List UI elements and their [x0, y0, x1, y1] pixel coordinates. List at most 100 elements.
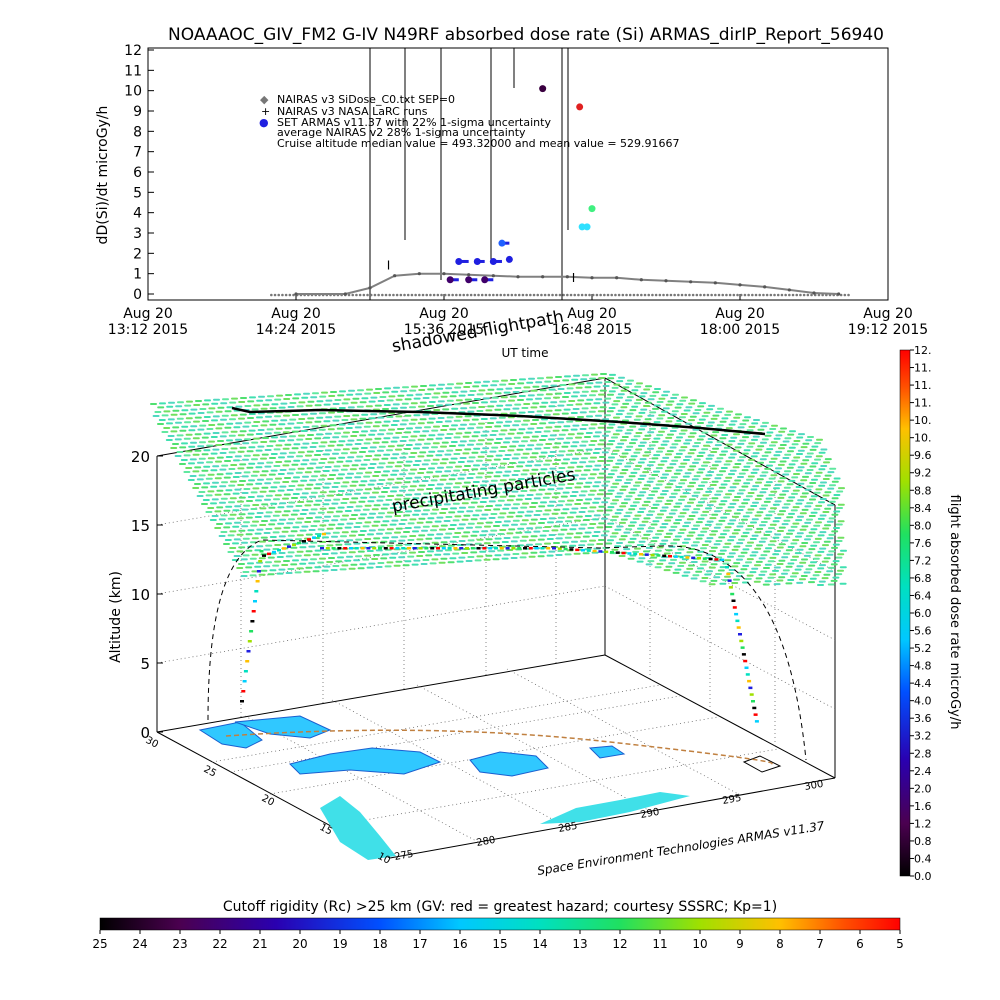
- particle-dash: [759, 507, 767, 510]
- particle-dash: [485, 521, 493, 524]
- particle-dash: [828, 500, 836, 503]
- particle-dash: [239, 430, 247, 433]
- particle-dash: [272, 564, 280, 567]
- particle-dash: [430, 479, 438, 482]
- particle-dash: [274, 398, 282, 401]
- particle-dash: [574, 503, 582, 505]
- particle-dash: [503, 441, 510, 444]
- particle-dash: [317, 511, 325, 514]
- particle-dash: [751, 438, 758, 441]
- particle-dash: [244, 421, 252, 424]
- particle-dash: [355, 522, 363, 524]
- particle-dash: [580, 490, 588, 493]
- nairas-v3-point: [467, 273, 471, 277]
- particle-dash: [730, 420, 738, 423]
- particle-dash: [268, 523, 276, 526]
- particle-dash: [264, 465, 272, 468]
- particle-dash: [833, 527, 840, 529]
- particle-dash: [670, 492, 678, 495]
- particle-dash: [733, 512, 741, 515]
- nairas-v3-point: [516, 275, 520, 279]
- particle-dash: [759, 524, 766, 527]
- nairas-baseline-point: [529, 293, 532, 297]
- particle-dash: [245, 549, 253, 552]
- particle-dash: [680, 462, 688, 465]
- particle-dash: [303, 570, 311, 573]
- particle-dash: [617, 393, 625, 396]
- particle-dash: [460, 390, 468, 393]
- particle-dash: [176, 417, 184, 420]
- particle-dash: [266, 478, 273, 481]
- track-point: [575, 548, 580, 552]
- particle-dash: [640, 392, 648, 395]
- particle-dash: [524, 514, 532, 517]
- particle-dash: [712, 447, 719, 450]
- particle-dash: [167, 418, 175, 421]
- particle-dash: [380, 507, 388, 510]
- particle-dash: [435, 437, 443, 440]
- particle-dash: [593, 514, 601, 517]
- particle-dash: [789, 430, 796, 433]
- particle-dash: [768, 494, 776, 497]
- particle-dash: [324, 466, 332, 468]
- particle-dash: [797, 499, 805, 502]
- particle-dash: [653, 470, 660, 473]
- particle-dash: [543, 463, 551, 466]
- nairas-baseline-point: [606, 293, 610, 297]
- longitude-tick-label: 285: [558, 821, 579, 835]
- particle-dash: [212, 415, 220, 418]
- particle-dash: [518, 428, 526, 431]
- track-point: [251, 610, 256, 613]
- particle-dash: [808, 531, 816, 534]
- particle-dash: [247, 400, 255, 403]
- particle-dash: [249, 557, 257, 560]
- particle-dash: [574, 519, 581, 522]
- particle-dash: [518, 461, 525, 464]
- particle-dash: [647, 543, 655, 546]
- land-mass: [289, 747, 442, 775]
- particle-dash: [587, 527, 595, 529]
- particle-dash: [364, 521, 372, 524]
- particle-dash: [581, 424, 589, 426]
- particle-dash: [337, 523, 345, 526]
- particle-dash: [438, 545, 446, 548]
- particle-dash: [339, 551, 347, 554]
- altitude-tick-label: 20: [131, 448, 150, 466]
- particle-dash: [416, 521, 424, 524]
- particle-dash: [381, 474, 389, 477]
- nairas-baseline-point: [469, 293, 473, 297]
- particle-dash: [379, 412, 387, 415]
- particle-dash: [603, 497, 610, 500]
- particle-dash: [257, 462, 265, 465]
- particle-dash: [441, 474, 449, 477]
- particle-dash: [691, 494, 699, 497]
- particle-dash: [466, 477, 474, 479]
- particle-dash: [416, 505, 424, 508]
- particle-dash: [381, 424, 389, 427]
- particle-dash: [375, 566, 383, 568]
- particle-dash: [314, 454, 321, 456]
- y-tick-label: 10: [124, 84, 142, 100]
- particle-dash: [355, 505, 363, 508]
- particle-dash: [499, 529, 507, 531]
- particle-dash: [283, 414, 290, 417]
- particle-dash: [242, 554, 250, 557]
- particle-dash: [440, 429, 448, 431]
- particle-dash: [185, 433, 193, 436]
- particle-dash: [739, 423, 747, 426]
- particle-dash: [602, 434, 609, 437]
- particle-dash: [291, 463, 299, 466]
- particle-dash: [778, 543, 786, 546]
- track-point: [320, 547, 324, 550]
- nairas-v3-point: [639, 278, 643, 282]
- particle-dash: [402, 564, 410, 567]
- particle-dash: [609, 373, 616, 376]
- particle-dash: [605, 526, 613, 528]
- particle-dash: [436, 500, 444, 502]
- particle-dash: [545, 443, 553, 445]
- particle-dash: [593, 531, 601, 533]
- nairas-baseline-point: [551, 293, 554, 297]
- particle-dash: [770, 474, 778, 477]
- particle-dash: [301, 396, 309, 399]
- nairas-baseline-point: [773, 293, 776, 297]
